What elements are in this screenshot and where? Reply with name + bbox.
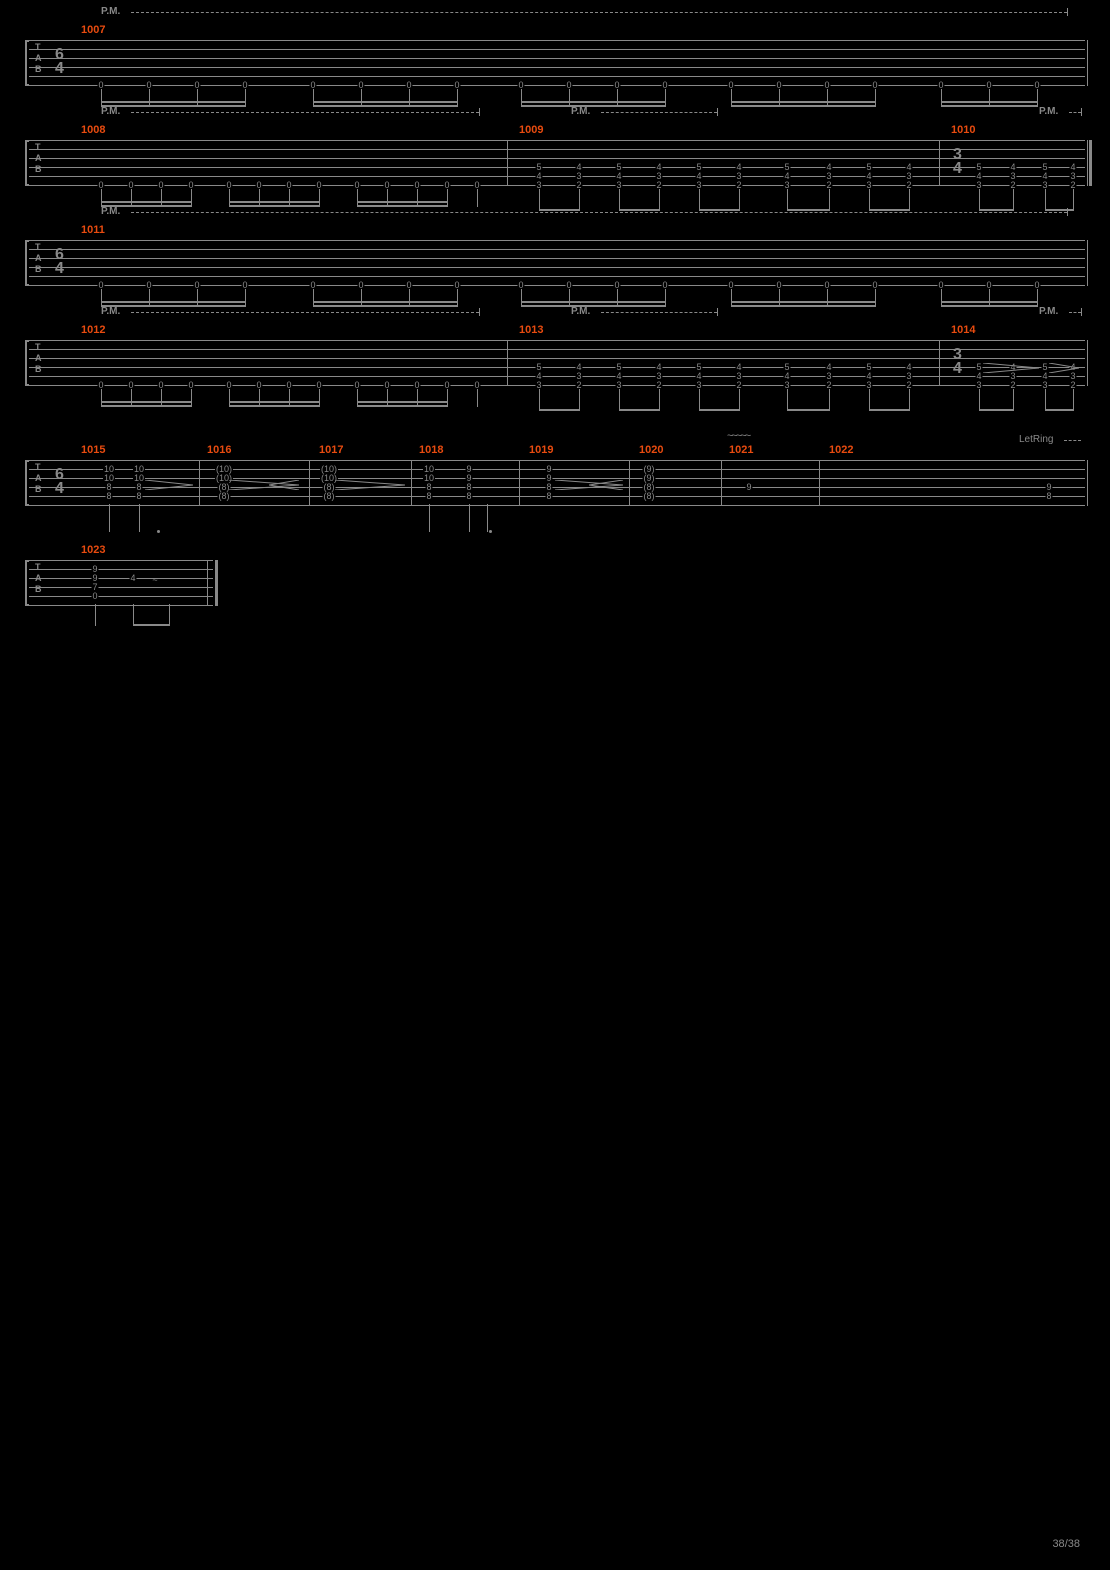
barline — [199, 460, 200, 506]
measure-number: 1007 — [81, 24, 105, 36]
barline — [507, 340, 508, 386]
palm-mute-label: P.M. — [1039, 106, 1058, 117]
system-1023: TAB 102399704~ — [25, 560, 1085, 620]
crescendo-hairpin — [269, 480, 299, 490]
measure-number: 1016 — [207, 444, 231, 456]
fret-number: 8 — [1045, 492, 1052, 501]
staff-lines — [29, 140, 1085, 186]
time-signature: 34 — [953, 148, 962, 176]
barline — [207, 560, 208, 606]
staff-lines — [29, 240, 1085, 286]
measure-number: 1014 — [951, 324, 975, 336]
final-barline — [215, 560, 218, 606]
palm-mute-label: P.M. — [101, 306, 120, 317]
let-ring-label: LetRing — [1019, 434, 1053, 445]
tab-clef: TAB — [35, 242, 42, 275]
tab-clef: TAB — [35, 562, 42, 595]
measure-number: 1017 — [319, 444, 343, 456]
palm-mute-span — [601, 312, 717, 313]
fret-number: (8) — [218, 492, 231, 501]
staff-lines — [29, 560, 213, 606]
system-1012-1014: TAB P.M.P.M.P.M.101210131014000000000000… — [25, 340, 1085, 400]
barline — [411, 460, 412, 506]
staff-lines — [29, 340, 1085, 386]
rhythm-dot — [489, 530, 492, 533]
measure-number: 1020 — [639, 444, 663, 456]
fret-number: 8 — [105, 492, 112, 501]
palm-mute-span — [1069, 312, 1081, 313]
barline — [1087, 140, 1088, 186]
barline — [1087, 240, 1088, 286]
fret-number: 8 — [135, 492, 142, 501]
fret-number: 9 — [745, 483, 752, 492]
measure-number: 1011 — [81, 224, 105, 236]
fret-number: (8) — [323, 492, 336, 501]
fret-number: (8) — [643, 492, 656, 501]
tab-sheet: TAB P.M.6410070000000000000000000 TAB P.… — [0, 0, 1110, 620]
crescendo-hairpin — [589, 480, 623, 490]
palm-mute-label: P.M. — [101, 6, 120, 17]
barline — [721, 460, 722, 506]
palm-mute-span — [131, 312, 479, 313]
barline — [819, 460, 820, 506]
decrescendo-hairpin — [1049, 363, 1079, 373]
time-signature: 34 — [953, 348, 962, 376]
time-signature: 64 — [55, 48, 64, 76]
measure-number: 1013 — [519, 324, 543, 336]
fret-number: 8 — [545, 492, 552, 501]
tab-clef: TAB — [35, 462, 42, 495]
barline — [939, 340, 940, 386]
palm-mute-label: P.M. — [101, 206, 120, 217]
measure-number: 1012 — [81, 324, 105, 336]
tab-clef: TAB — [35, 142, 42, 175]
decrescendo-hairpin — [145, 480, 193, 490]
palm-mute-label: P.M. — [571, 306, 590, 317]
decrescendo-hairpin — [983, 363, 1039, 373]
measure-number: 1023 — [81, 544, 105, 556]
rhythm-dot — [157, 530, 160, 533]
decrescendo-hairpin — [335, 480, 405, 490]
barline — [1087, 460, 1088, 506]
system-1008-1010: TAB P.M.P.M.P.M.100810091010000000000000… — [25, 140, 1085, 200]
fret-number: 8 — [465, 492, 472, 501]
final-barline — [1089, 140, 1092, 186]
tab-clef: TAB — [35, 342, 42, 375]
measure-number: 1019 — [529, 444, 553, 456]
palm-mute-span — [1069, 112, 1081, 113]
palm-mute-label: P.M. — [571, 106, 590, 117]
time-signature: 64 — [55, 468, 64, 496]
page-number: 38/38 — [1052, 1538, 1080, 1550]
barline — [507, 140, 508, 186]
fret-number: 8 — [425, 492, 432, 501]
palm-mute-label: P.M. — [101, 106, 120, 117]
staff-lines — [29, 40, 1085, 86]
barline — [629, 460, 630, 506]
barline — [519, 460, 520, 506]
fret-number: 0 — [91, 592, 98, 601]
palm-mute-span — [601, 112, 717, 113]
barline — [939, 140, 940, 186]
vibrato-mark: ~~~~~ — [727, 430, 749, 442]
measure-number: 1015 — [81, 444, 105, 456]
bend-mark: ~ — [151, 576, 158, 585]
barline — [1087, 340, 1088, 386]
measure-number: 1018 — [419, 444, 443, 456]
measure-number: 1021 — [729, 444, 753, 456]
measure-number: 1009 — [519, 124, 543, 136]
measure-number: 1010 — [951, 124, 975, 136]
fret-number: 4 — [129, 574, 136, 583]
palm-mute-span — [131, 212, 1067, 213]
system-1007: TAB P.M.6410070000000000000000000 — [25, 40, 1085, 100]
system-1011: TAB P.M.6410110000000000000000000 — [25, 240, 1085, 300]
time-signature: 64 — [55, 248, 64, 276]
tab-clef: TAB — [35, 42, 42, 75]
measure-number: 1022 — [829, 444, 853, 456]
barline — [1087, 40, 1088, 86]
measure-number: 1008 — [81, 124, 105, 136]
palm-mute-span — [131, 112, 479, 113]
barline — [309, 460, 310, 506]
palm-mute-span — [131, 12, 1067, 13]
system-1015-1022: TAB 1015101610171018101910201021102264~~… — [25, 460, 1085, 520]
palm-mute-label: P.M. — [1039, 306, 1058, 317]
